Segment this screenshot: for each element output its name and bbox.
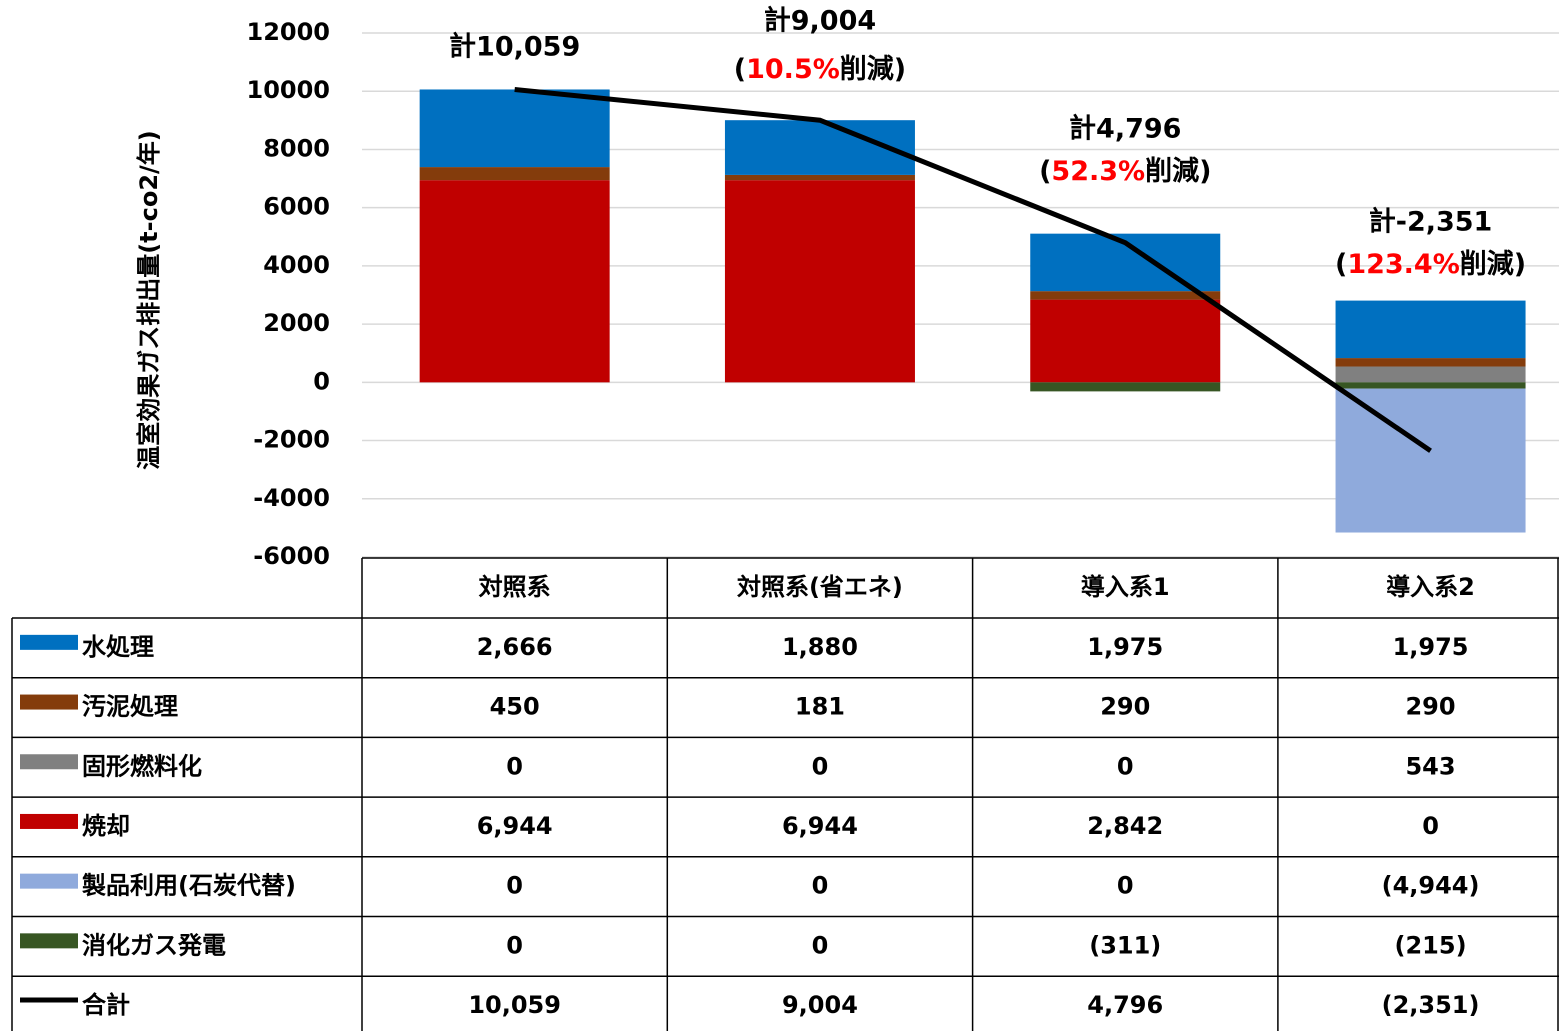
table-header: 導入系2 (1386, 573, 1475, 601)
table-cell: 1,880 (782, 633, 858, 661)
legend-label: 固形燃料化 (82, 752, 202, 780)
bar-segment (724, 180, 915, 383)
bar-segment (1030, 382, 1221, 392)
annotation-part: 削減) (840, 54, 906, 85)
table-cell: (311) (1089, 931, 1161, 959)
table-cell: 9,004 (782, 991, 858, 1019)
table-cell: 1,975 (1393, 633, 1469, 661)
annotation-total: 計4,796 (1069, 113, 1181, 145)
legend-label: 汚泥処理 (82, 693, 178, 721)
table-cell: 0 (812, 872, 829, 900)
bar-segment (419, 180, 610, 383)
bar-segment (1335, 358, 1526, 367)
table-cell: 543 (1405, 752, 1455, 780)
legend-swatch (20, 634, 78, 650)
annotation-part: 52.3% (1051, 156, 1145, 187)
table-cell: 0 (812, 752, 829, 780)
table-cell: 450 (490, 693, 540, 721)
legend-swatch (20, 933, 78, 949)
total-line (514, 87, 1432, 453)
annotation-reduction: (52.3%削減) (1039, 156, 1211, 187)
y-tick-label: -4000 (253, 484, 330, 512)
legend-swatch (20, 813, 78, 829)
annotation-part: 削減) (1460, 249, 1526, 280)
annotation-total: 計9,004 (764, 5, 876, 37)
table-cell: 0 (812, 931, 829, 959)
annotation-part: ( (1039, 156, 1051, 187)
annotation-part: 削減) (1145, 156, 1211, 187)
bar-segment (1335, 366, 1526, 383)
table-cell: 181 (795, 693, 845, 721)
annotation-reduction: (123.4%削減) (1335, 249, 1526, 280)
legend-swatch (20, 754, 78, 770)
legend-label: 合計 (82, 991, 130, 1019)
table-cell: 0 (1422, 812, 1439, 840)
y-tick-label: 10000 (247, 76, 331, 104)
annotation-total: 計10,059 (449, 31, 580, 63)
bar-segment (1030, 299, 1221, 383)
bar-segment (724, 174, 915, 181)
table-cell: 6,944 (477, 812, 553, 840)
legend-label: 焼却 (82, 812, 130, 840)
y-tick-label: -2000 (253, 426, 330, 454)
table-cell: 6,944 (782, 812, 858, 840)
y-tick-label: 12000 (247, 18, 331, 46)
annotation-part: 10.5% (746, 54, 840, 85)
legend-label: 製品利用(石炭代替) (82, 872, 296, 900)
legend-label: 水処理 (82, 633, 154, 661)
y-tick-label: -6000 (253, 542, 330, 570)
bar-segment (1335, 300, 1526, 359)
table-cell: 0 (1117, 752, 1134, 780)
table-cell: 1,975 (1087, 633, 1163, 661)
table-cell: 2,666 (477, 633, 553, 661)
annotation-part: ( (734, 54, 746, 85)
y-tick-label: 6000 (263, 193, 330, 221)
table-cell: 0 (506, 752, 523, 780)
annotation-part: ( (1335, 249, 1347, 280)
y-tick-label: 4000 (263, 251, 330, 279)
table-cell: 0 (1117, 872, 1134, 900)
table-cell: 0 (506, 931, 523, 959)
table-cell: 10,059 (468, 991, 561, 1019)
table-cell: (4,944) (1382, 872, 1480, 900)
table-cell: 4,796 (1087, 991, 1163, 1019)
table-header: 導入系1 (1081, 573, 1170, 601)
table-cell: 290 (1100, 693, 1150, 721)
bar-segment (1335, 388, 1526, 533)
table-header: 対照系 (479, 573, 551, 601)
legend-swatch (20, 873, 78, 889)
table-cell: 0 (506, 872, 523, 900)
bar-segment (1030, 291, 1221, 300)
bar-segment (419, 167, 610, 181)
table-cell: 290 (1405, 693, 1455, 721)
bar-segment (1335, 382, 1526, 389)
y-tick-label: 8000 (263, 134, 330, 162)
table-cell: (2,351) (1382, 991, 1480, 1019)
bar-segment (419, 89, 610, 168)
annotation-reduction: (10.5%削減) (734, 54, 906, 85)
annotation-total: 計-2,351 (1369, 206, 1493, 238)
table-header: 対照系(省エネ) (737, 573, 903, 601)
y-tick-label: 2000 (263, 309, 330, 337)
legend-label: 消化ガス発電 (82, 931, 226, 959)
table-cell: 2,842 (1087, 812, 1163, 840)
legend-swatch (20, 694, 78, 710)
y-axis-label: 温室効果ガス排出量(t-co2/年) (135, 130, 163, 470)
y-tick-label: 0 (313, 367, 330, 395)
table-cell: (215) (1395, 931, 1467, 959)
annotation-part: 123.4% (1347, 249, 1459, 280)
